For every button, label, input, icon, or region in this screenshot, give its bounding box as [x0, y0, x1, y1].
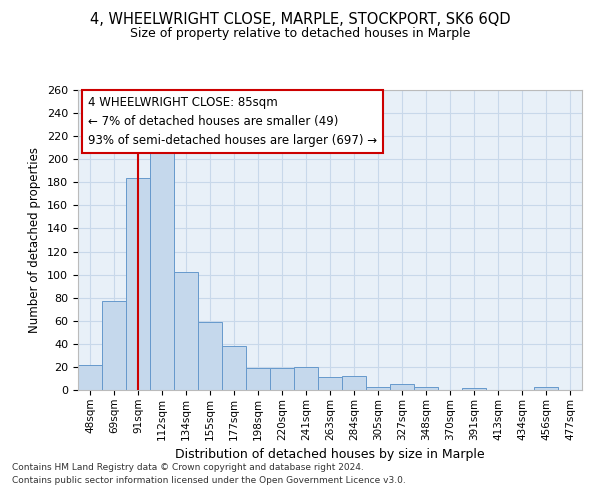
- Text: Contains public sector information licensed under the Open Government Licence v3: Contains public sector information licen…: [12, 476, 406, 485]
- Bar: [198, 322, 222, 390]
- Bar: [102, 301, 126, 390]
- Bar: [150, 154, 174, 390]
- Y-axis label: Number of detached properties: Number of detached properties: [28, 147, 41, 333]
- Bar: [318, 378, 342, 390]
- Bar: [390, 384, 414, 390]
- X-axis label: Distribution of detached houses by size in Marple: Distribution of detached houses by size …: [175, 448, 485, 461]
- Bar: [414, 386, 438, 390]
- Bar: [78, 364, 102, 390]
- Bar: [174, 272, 198, 390]
- Bar: [342, 376, 366, 390]
- Bar: [246, 368, 270, 390]
- Text: 4 WHEELWRIGHT CLOSE: 85sqm
← 7% of detached houses are smaller (49)
93% of semi-: 4 WHEELWRIGHT CLOSE: 85sqm ← 7% of detac…: [88, 96, 377, 147]
- Bar: [462, 388, 486, 390]
- Bar: [126, 178, 150, 390]
- Text: Contains HM Land Registry data © Crown copyright and database right 2024.: Contains HM Land Registry data © Crown c…: [12, 464, 364, 472]
- Bar: [270, 368, 294, 390]
- Text: Size of property relative to detached houses in Marple: Size of property relative to detached ho…: [130, 28, 470, 40]
- Bar: [534, 386, 558, 390]
- Bar: [366, 386, 390, 390]
- Text: 4, WHEELWRIGHT CLOSE, MARPLE, STOCKPORT, SK6 6QD: 4, WHEELWRIGHT CLOSE, MARPLE, STOCKPORT,…: [89, 12, 511, 28]
- Bar: [222, 346, 246, 390]
- Bar: [294, 367, 318, 390]
